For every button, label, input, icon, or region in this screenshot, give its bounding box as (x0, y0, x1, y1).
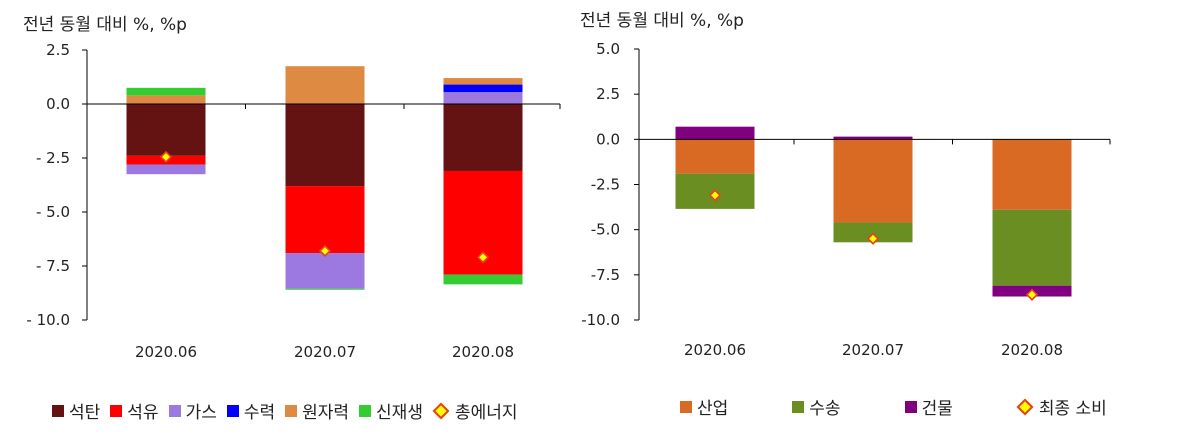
legend-item: 산업 (680, 394, 728, 419)
energy-source-chart: 2.5 0.0 - 2.5 - 5.0 - 7.5 - 10.0 2020.06 2020.0… (26, 41, 561, 361)
x-category-label: 2020.06 (135, 343, 197, 361)
total-marker (159, 150, 173, 164)
legend-item: 가스 (168, 398, 217, 423)
legend-marker (1016, 398, 1034, 415)
bar-segment (833, 136, 913, 140)
y-tick-label: -2.5 (591, 176, 620, 194)
legend-label: 건물 (921, 399, 953, 419)
y-tick-label: 2.5 (596, 85, 620, 103)
x-category-label: 2020.08 (1001, 341, 1063, 359)
bar-segment (285, 186, 365, 254)
legend-item: 최종 소비 (1016, 394, 1107, 419)
right-legend: 산업 수송 건물 최종 소비 (680, 394, 1117, 419)
legend-swatch (285, 404, 298, 417)
legend-swatch (168, 404, 181, 417)
legend-item: 석탄 (52, 398, 100, 423)
bar-segment (833, 222, 913, 243)
bar-segment (992, 139, 1072, 210)
legend-label: 수력 (243, 403, 276, 423)
legend-item: 석유 (110, 398, 159, 423)
bar-segment (285, 288, 365, 290)
bar-segment (675, 126, 755, 140)
bar-segment (675, 139, 755, 174)
y-tick-label: -5.0 (591, 221, 620, 239)
legend-label: 가스 (185, 403, 217, 423)
legend-item: 수력 (226, 398, 276, 423)
total-marker (866, 232, 880, 245)
legend-label: 원자력 (302, 403, 350, 423)
y-tick-label: - 10.0 (26, 311, 70, 329)
total-marker (708, 189, 722, 202)
bar-segment (285, 66, 365, 104)
legend-label: 석탄 (69, 403, 101, 423)
y-tick-label: - 2.5 (36, 149, 70, 167)
legend-swatch (226, 404, 239, 417)
x-category-label: 2020.08 (452, 343, 514, 361)
legend-item: 총에너지 (432, 398, 518, 423)
y-tick-label: 0.0 (46, 95, 70, 113)
y-tick-label: 5.0 (596, 40, 620, 58)
y-tick-label: -10.0 (581, 311, 620, 329)
bar-segment (443, 92, 523, 104)
total-marker (476, 251, 490, 264)
bar-segment (992, 209, 1072, 286)
legend-item: 원자력 (285, 398, 349, 423)
legend-swatch (52, 404, 64, 417)
bar-segment (443, 78, 523, 85)
legend-item: 건물 (904, 394, 953, 419)
bar-segment (126, 95, 206, 104)
legend-label: 수송 (809, 399, 841, 419)
legend-item: 수송 (792, 394, 841, 419)
left-unit-label: 전년 동월 대비 %, %p (23, 15, 187, 35)
bar-segment (443, 104, 523, 171)
legend-label: 석유 (127, 403, 159, 423)
legend-label: 최종 소비 (1038, 399, 1107, 419)
final-consumption-chart: 5.0 2.5 0.0 -2.5 -5.0 -7.5 -10.0 2020.06 2020.07… (581, 40, 1111, 359)
right-unit-label: 전년 동월 대비 %, %p (580, 11, 744, 31)
x-category-label: 2020.07 (294, 343, 356, 361)
x-category-label: 2020.06 (684, 341, 746, 359)
legend-item: 신재생 (359, 398, 423, 423)
bar-segment (126, 87, 206, 96)
bar-segment (833, 139, 913, 223)
bar-segment (285, 253, 365, 289)
legend-swatch (359, 404, 372, 417)
total-marker (1025, 288, 1039, 301)
legend-swatch (904, 400, 917, 413)
y-tick-label: 0.0 (596, 130, 620, 148)
bar-segment (126, 164, 206, 175)
legend-label: 총에너지 (454, 403, 518, 423)
y-tick-label: -7.5 (591, 266, 620, 284)
legend-label: 신재생 (376, 403, 423, 423)
legend-marker (432, 402, 450, 419)
legend-swatch (792, 400, 805, 413)
total-marker (318, 244, 332, 258)
bar-segment (285, 104, 365, 187)
y-tick-label: - 7.5 (36, 257, 70, 275)
bar-segment (443, 84, 523, 93)
y-tick-label: 2.5 (46, 41, 70, 59)
legend-label: 산업 (697, 399, 729, 419)
y-tick-label: - 5.0 (36, 203, 70, 221)
bar-segment (126, 104, 206, 156)
x-category-label: 2020.07 (842, 341, 904, 359)
left-legend: 석탄 석유 가스 수력 원자력 신재생 총에너지 (52, 398, 528, 423)
legend-swatch (110, 404, 123, 417)
legend-swatch (680, 400, 692, 413)
bar-segment (443, 274, 523, 285)
